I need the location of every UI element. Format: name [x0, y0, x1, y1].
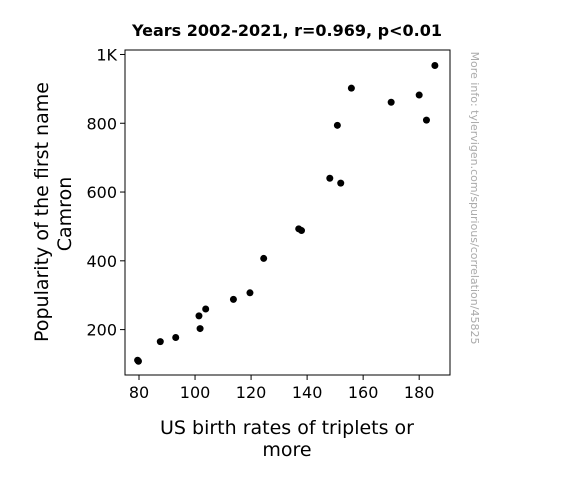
plot-area: 80 100 120 140 160 180 200 400 600 800 1K [86, 45, 451, 402]
data-point [431, 61, 439, 69]
x-tick-label: 160 [348, 383, 379, 402]
data-point [415, 91, 423, 99]
data-point [246, 289, 254, 297]
data-point [195, 312, 203, 320]
x-tick-label: 140 [292, 383, 323, 402]
data-point [333, 121, 341, 129]
x-axis-ticks: 80 100 120 140 160 180 [129, 375, 435, 402]
x-tick-label: 100 [180, 383, 211, 402]
x-tick-label: 180 [404, 383, 435, 402]
data-point [202, 305, 210, 313]
x-tick-label: 120 [236, 383, 267, 402]
y-axis-ticks: 200 400 600 800 1K [86, 45, 125, 340]
data-points [134, 61, 439, 365]
data-point [172, 334, 180, 342]
data-point [422, 116, 430, 124]
y-tick-label: 600 [86, 183, 117, 202]
y-tick-label: 1K [96, 45, 117, 64]
y-tick-label: 400 [86, 252, 117, 271]
y-tick-label: 200 [86, 321, 117, 340]
data-point [229, 295, 237, 303]
y-tick-label: 800 [86, 114, 117, 133]
x-tick-label: 80 [129, 383, 149, 402]
x-axis-label-line-2: more [262, 439, 311, 461]
x-axis-label-line-1: US birth rates of triplets or [160, 417, 414, 439]
data-point [134, 357, 142, 365]
data-point [156, 338, 164, 346]
watermark-text: More info: tylervigen.com/spurious/corre… [468, 52, 481, 345]
data-point [337, 179, 345, 187]
data-point [326, 174, 334, 182]
y-axis-label-line-1: Popularity of the first name [31, 82, 53, 342]
data-point [196, 325, 204, 333]
data-point [347, 84, 355, 92]
y-axis-label-line-2: Camron [54, 177, 76, 251]
data-point [260, 254, 268, 262]
chart-title: Years 2002-2021, r=0.969, p<0.01 [131, 21, 442, 40]
data-point [387, 98, 395, 106]
data-point [298, 227, 306, 235]
plot-frame [124, 49, 451, 376]
